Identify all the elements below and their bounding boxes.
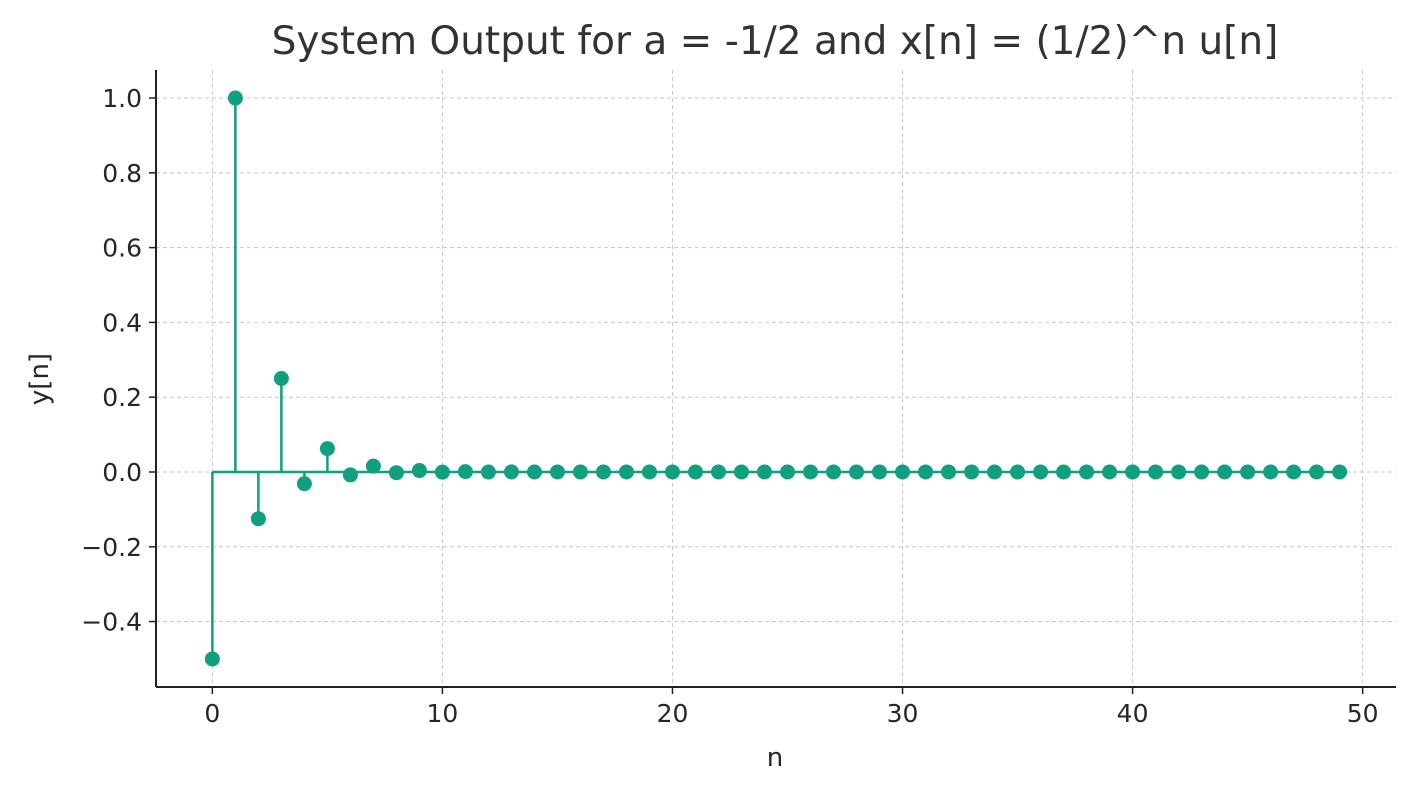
stem-marker	[1010, 464, 1026, 480]
stem-marker	[987, 464, 1003, 480]
stem-marker	[1079, 464, 1095, 480]
stem-marker	[826, 464, 842, 480]
x-axis-label: n	[767, 743, 783, 773]
stem-marker	[434, 464, 450, 480]
stem-marker	[1240, 464, 1256, 480]
stem-marker	[733, 464, 749, 480]
y-axis-label: y[n]	[25, 353, 55, 405]
stem-marker	[411, 463, 427, 479]
stem-marker	[641, 464, 657, 480]
stem-marker	[895, 464, 911, 480]
y-tick-label: 0.6	[102, 234, 142, 263]
stem-marker	[1309, 464, 1325, 480]
y-tick-label: 0.8	[102, 159, 142, 188]
stem-marker	[780, 464, 796, 480]
stem-marker	[1263, 464, 1279, 480]
y-tick-label: −0.2	[81, 533, 142, 562]
stem-marker	[227, 90, 243, 106]
y-tick-label: 1.0	[102, 84, 142, 113]
stem-marker	[1171, 464, 1187, 480]
stem-marker	[1194, 464, 1210, 480]
stem-marker	[457, 464, 473, 480]
stem-marker	[319, 441, 335, 457]
stem-marker	[595, 464, 611, 480]
stem-marker	[803, 464, 819, 480]
stem-marker	[849, 464, 865, 480]
stem-marker	[1286, 464, 1302, 480]
x-tick-label: 40	[1117, 699, 1149, 728]
stem-marker	[342, 467, 358, 483]
y-tick-label: 0.0	[102, 458, 142, 487]
stem-marker	[1102, 464, 1118, 480]
stem-marker	[572, 464, 588, 480]
stem-marker	[503, 464, 519, 480]
stem-marker	[549, 464, 565, 480]
x-tick-label: 50	[1347, 699, 1379, 728]
y-tick-label: 0.4	[102, 308, 142, 337]
stem-marker	[296, 476, 312, 492]
stem-marker	[1125, 464, 1141, 480]
stem-marker	[756, 464, 772, 480]
stem-marker	[250, 511, 266, 527]
stem-marker	[941, 464, 957, 480]
stem-marker	[1033, 464, 1049, 480]
stem-marker	[710, 464, 726, 480]
stem-marker	[664, 464, 680, 480]
stem-marker	[1056, 464, 1072, 480]
stem-marker	[480, 464, 496, 480]
tick-layer: 0 10 20 30 40 50 −0.4 −0.2 0.0 0.2 0.4 0.6 0.8 1.0	[81, 84, 1378, 728]
stem-marker	[273, 371, 289, 386]
x-tick-label: 10	[427, 699, 459, 728]
stem-marker	[204, 651, 220, 667]
stem-marker	[618, 464, 634, 480]
stem-marker	[1332, 464, 1348, 480]
x-tick-label: 30	[887, 699, 919, 728]
chart-title: System Output for a = -1/2 and x[n] = (1…	[272, 19, 1279, 64]
stem-marker	[918, 464, 934, 480]
marker-layer	[204, 90, 1348, 667]
x-tick-label: 0	[204, 699, 220, 728]
y-tick-label: −0.4	[81, 608, 142, 637]
stem-marker	[388, 465, 404, 481]
stem-marker	[526, 464, 542, 480]
stem-marker	[1217, 464, 1233, 480]
y-tick-label: 0.2	[102, 383, 142, 412]
stem-marker	[872, 464, 888, 480]
stem-marker	[687, 464, 703, 480]
stem-marker	[365, 458, 381, 474]
x-tick-label: 20	[657, 699, 689, 728]
stem-marker	[1148, 464, 1164, 480]
stem-marker	[964, 464, 980, 480]
